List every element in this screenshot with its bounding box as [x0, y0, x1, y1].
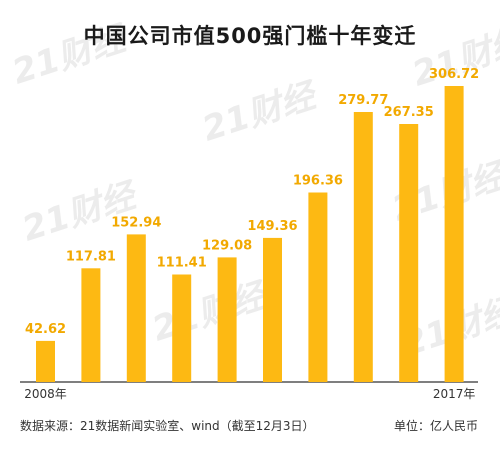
bar — [126, 234, 146, 382]
bar — [81, 268, 101, 382]
unit-note: 单位：亿人民币 — [393, 419, 478, 433]
bar — [36, 340, 55, 382]
x-tick-label: 2017年 — [433, 387, 476, 401]
data-source-note: 数据来源：21数据新闻实验室、wind（截至12月3日） — [20, 419, 315, 433]
data-label: 42.62 — [25, 322, 66, 337]
bar — [308, 192, 328, 382]
data-label: 306.72 — [429, 67, 479, 82]
chart-title: 中国公司市值500强门槛十年变迁 — [83, 24, 417, 48]
data-label: 111.41 — [157, 256, 207, 271]
bar — [444, 86, 464, 382]
data-label: 117.81 — [66, 249, 116, 264]
data-label: 279.77 — [338, 93, 388, 108]
data-label: 129.08 — [202, 238, 252, 253]
data-label: 196.36 — [293, 174, 343, 189]
data-label: 149.36 — [247, 219, 297, 234]
x-tick-label: 2008年 — [24, 387, 67, 401]
bar — [263, 237, 282, 382]
data-label: 152.94 — [111, 215, 161, 230]
data-label: 267.35 — [384, 105, 434, 120]
bar — [353, 112, 373, 382]
bar — [217, 257, 237, 382]
bar — [172, 274, 192, 382]
bar — [399, 124, 419, 382]
